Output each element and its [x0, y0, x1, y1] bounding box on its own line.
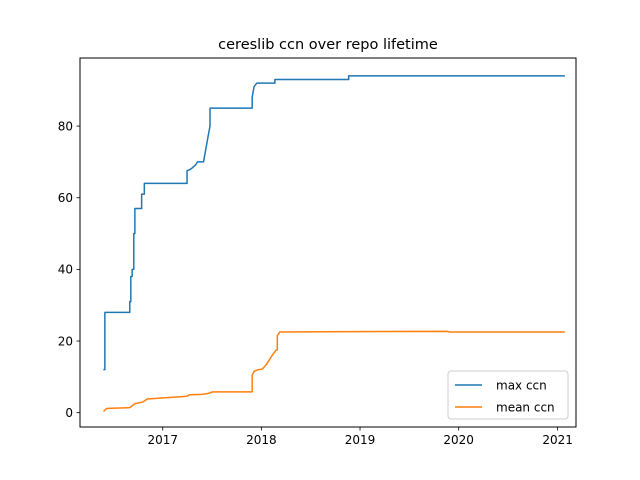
- y-axis: 0 20 40 60 80: [58, 119, 80, 420]
- y-tick-label-60: 60: [58, 191, 73, 205]
- y-tick-label-0: 0: [65, 406, 73, 420]
- plot-frame: [79, 57, 577, 428]
- chart-title: cereslib ccn over repo lifetime: [218, 37, 438, 53]
- legend-label-mean-ccn: mean ccn: [496, 401, 555, 415]
- x-axis: 2017 2018 2019 2020 2021: [147, 427, 573, 447]
- x-tick-label-2021: 2021: [542, 433, 573, 447]
- x-tick-label-2020: 2020: [443, 433, 474, 447]
- series-layer: [102, 75, 565, 412]
- x-tick-label-2019: 2019: [345, 433, 376, 447]
- y-tick-label-80: 80: [58, 119, 73, 133]
- x-tick-label-2018: 2018: [246, 433, 277, 447]
- legend: max ccn mean ccn: [447, 370, 569, 420]
- series-line-max-ccn: [103, 75, 565, 371]
- legend-label-max-ccn: max ccn: [496, 379, 547, 393]
- x-tick-label-2017: 2017: [147, 433, 178, 447]
- y-tick-label-20: 20: [58, 334, 73, 348]
- y-tick-label-40: 40: [58, 263, 73, 277]
- series-line-mean-ccn: [102, 330, 565, 412]
